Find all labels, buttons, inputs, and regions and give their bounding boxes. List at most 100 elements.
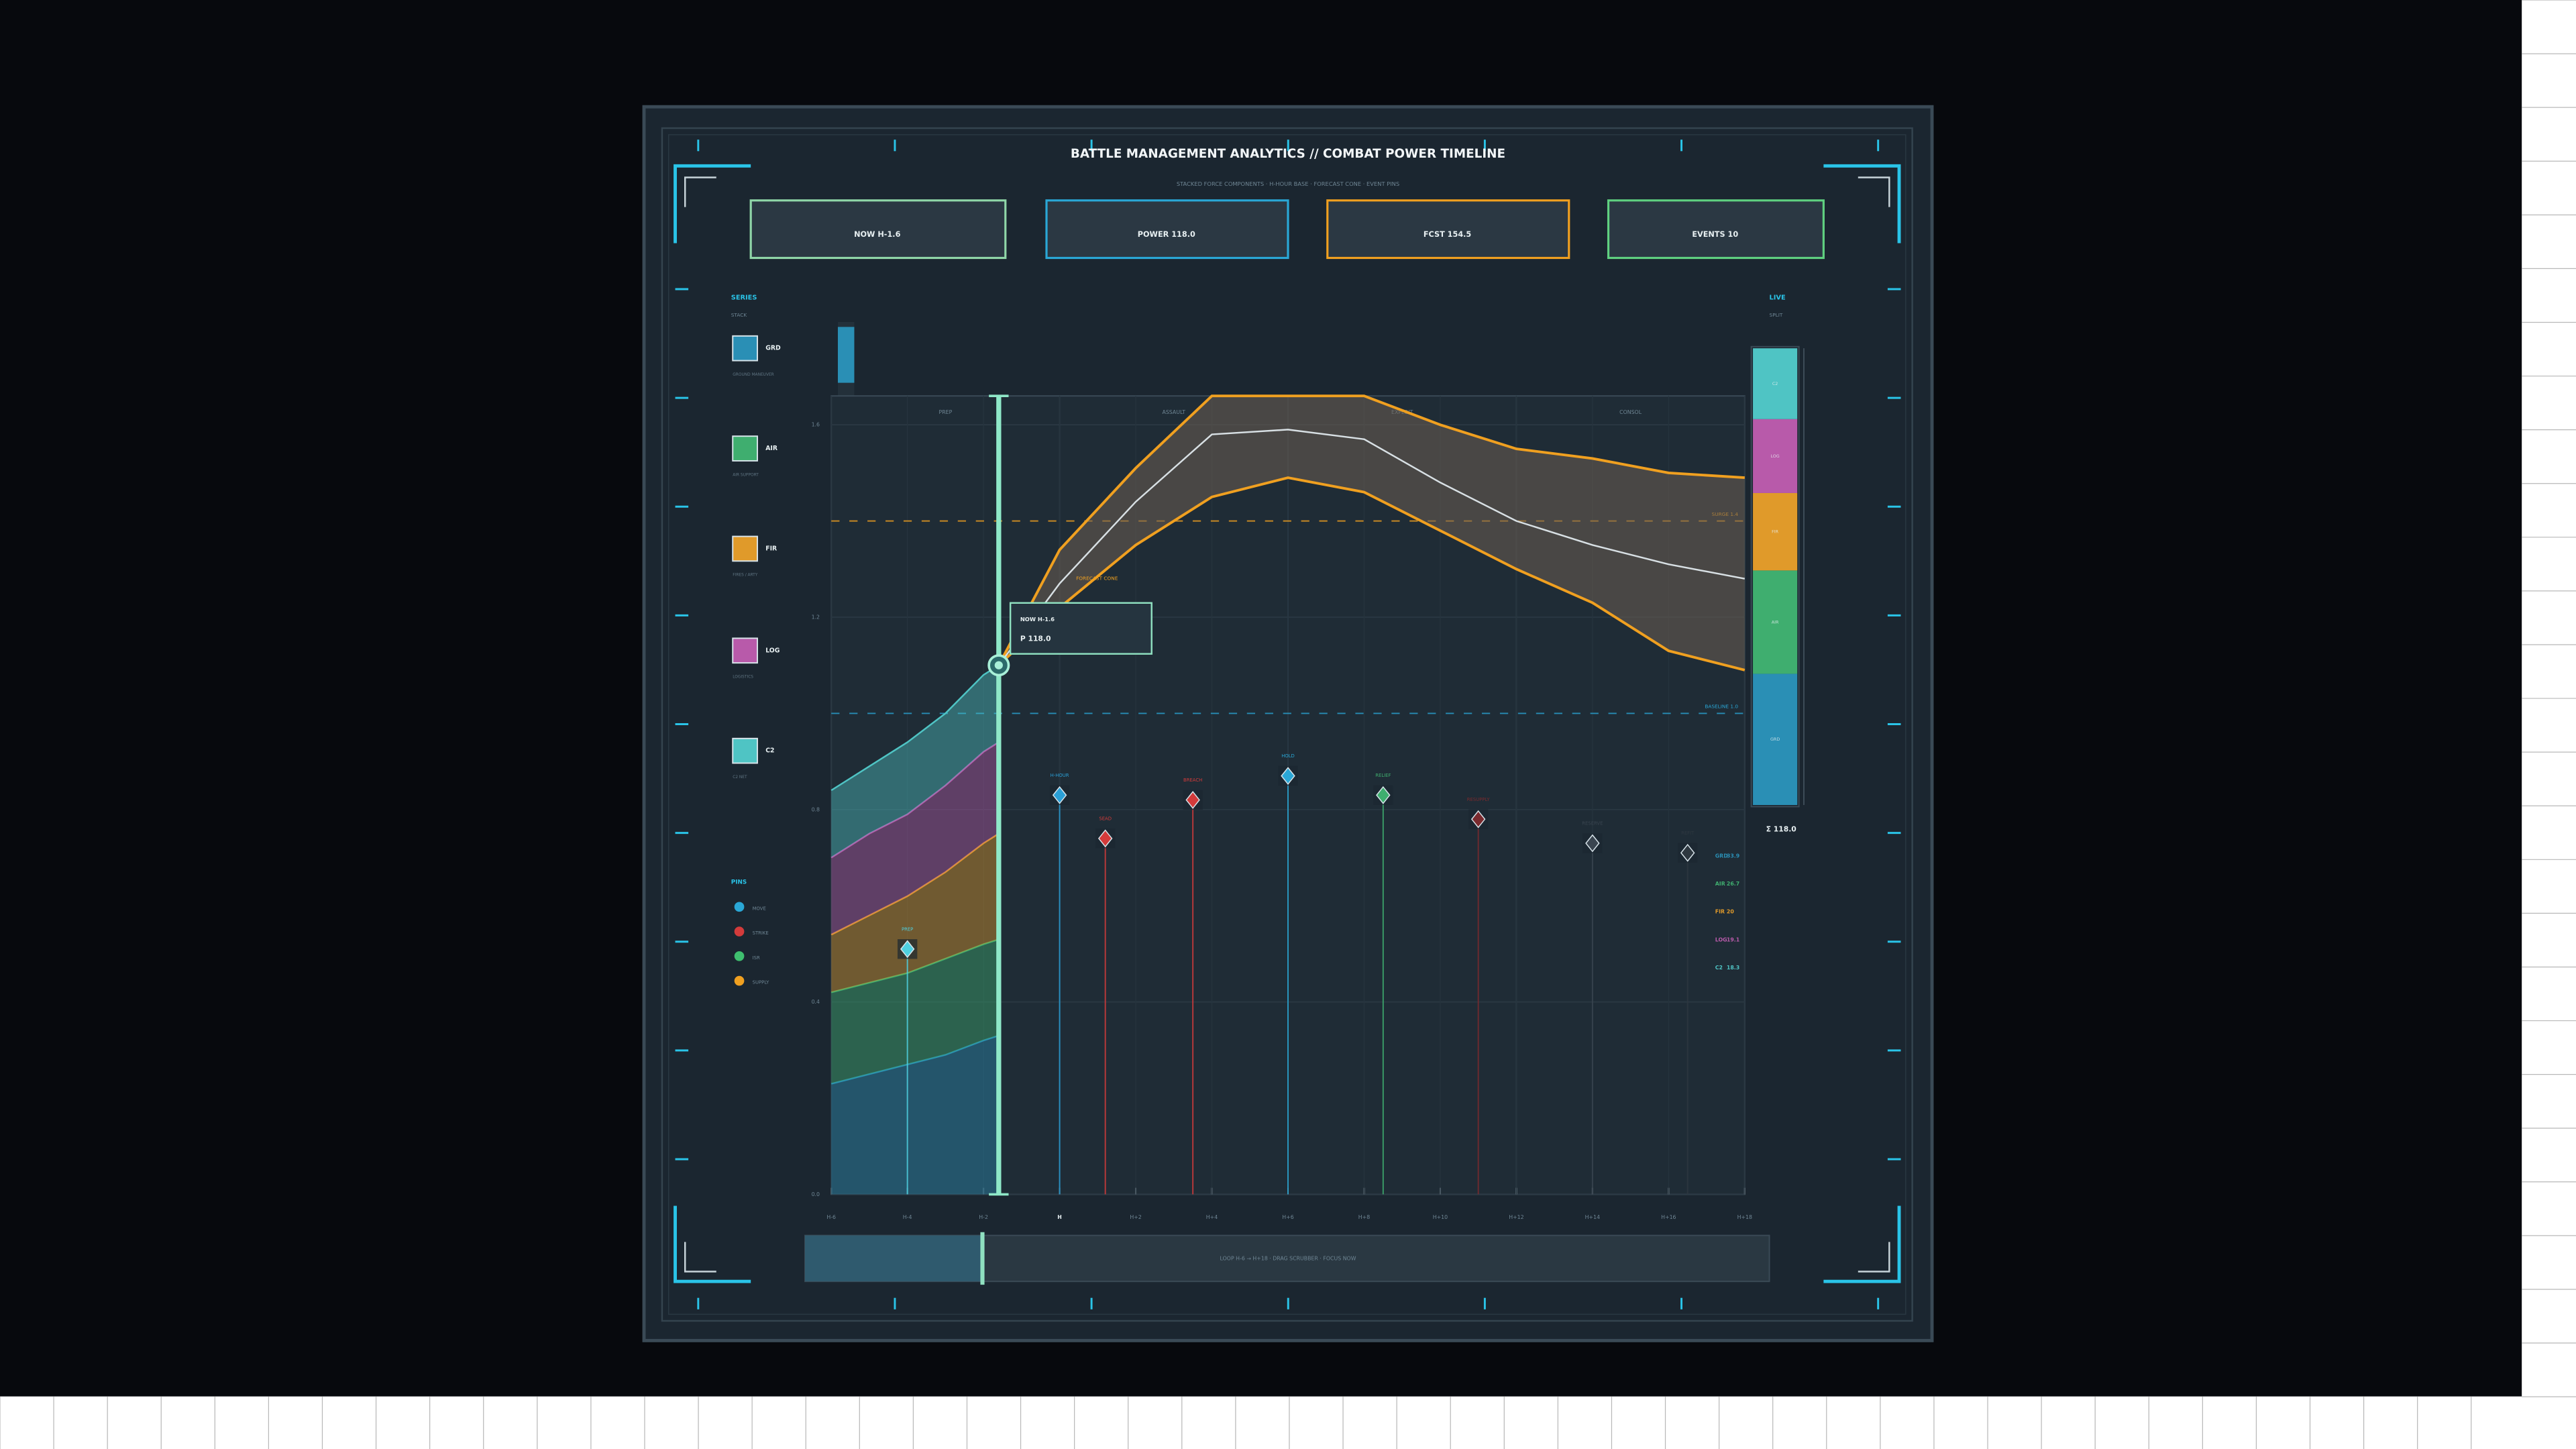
live-list-name: AIR [1715,881,1725,887]
event-pin [1052,786,1067,804]
stack-area [831,1035,999,1195]
y-tick-label: 1.2 [812,614,820,621]
y-tick-label: 1.6 [812,422,820,428]
event-pin [1376,786,1391,804]
corner [1858,1242,1890,1273]
corner [684,1242,716,1273]
live-segment [1753,348,1798,419]
pin-legend-label: SUPPLY [753,979,770,985]
strip-block [837,327,855,383]
live-subtitle: SPLIT [1770,312,1783,318]
event-label: RESUPPLY [1467,797,1491,802]
x-tick-label: H+12 [1509,1214,1523,1220]
legend-swatch [732,435,758,462]
live-segment-label: AIR [1772,620,1779,625]
legend-label: LOG [765,647,780,654]
legend-desc: AIR SUPPORT [733,473,759,477]
tooltip-box [1009,602,1152,655]
event-pin [1680,843,1695,862]
live-title: LIVE [1770,294,1786,301]
now-marker-core [994,661,1003,669]
event-label: BREACH [1183,777,1202,783]
live-segment-label: LOG [1770,454,1779,459]
event-label: RELIEF [1375,773,1391,778]
event-label: REFIT [1681,830,1695,836]
stack-area [831,833,999,993]
event-pin [1097,829,1113,848]
x-tick-label: H-2 [979,1214,988,1220]
scrubber[interactable]: LOOP H-6 → H+18 · DRAG SCRUBBER · FOCUS … [804,1232,1770,1285]
stack-edge [830,938,1000,994]
legend-swatch [732,737,758,764]
outer-band-bottom [0,1396,2576,1449]
phase-label: PREP [938,409,952,415]
kpi-row: NOW H-1.6 POWER 118.0 FCST 154.5 EVENTS … [749,199,1825,260]
corner-brackets [674,164,1901,1283]
stack-area [831,742,999,935]
x-tick-label: H+2 [1130,1214,1141,1220]
scrubber-fill [805,1235,983,1282]
pin-legend-dot [734,926,745,936]
legend-swatch [732,637,758,664]
forecast-label: FORECAST CONE [1076,575,1118,581]
threshold-label: BASELINE 1.0 [1705,704,1738,710]
kpi-box [1326,199,1570,260]
corner [674,164,751,244]
pin-legend-dot [734,902,745,912]
kpi-box [749,199,1007,260]
outer-band-right [2522,0,2576,1449]
pin-legend-label: MOVE [753,906,766,911]
kpi-text: FCST 154.5 [1424,230,1472,239]
event-label: RESERVE [1582,821,1603,826]
live-total: Σ 118.0 [1766,825,1796,834]
x-tick-label: H-4 [903,1214,912,1220]
legend-label: AIR [765,445,777,452]
pins-title: PINS [731,879,747,886]
live-list-name: C2 [1715,965,1723,971]
corner [1823,164,1901,244]
live-list-value: 26.7 [1727,881,1739,887]
live-list-value: 20 [1727,909,1734,915]
forecast-center [998,429,1746,666]
tooltip-text: P 118.0 [1020,635,1051,643]
kpi-text: EVENTS 10 [1692,230,1738,239]
tooltip: NOW H-1.6 P 118.0 [1009,602,1152,655]
x-tick-label: H+4 [1206,1214,1218,1220]
live-list-name: FIR [1715,909,1725,915]
corner [684,176,716,207]
event-pin [1470,810,1486,828]
live-list-value: 18.3 [1727,965,1739,971]
live-segment [1753,492,1798,571]
pin-legend-dot [734,951,745,961]
pin-legend-label: ISR [753,955,760,961]
scrubber-label: LOOP H-6 → H+18 · DRAG SCRUBBER · FOCUS … [1220,1255,1356,1261]
legend-label: C2 [765,747,774,755]
kpi-box [1045,199,1289,260]
plot: PREPASSAULTEXPLOITCONSOL0.00.40.81.21.6H… [812,394,1752,1220]
stack-edge [830,741,1000,859]
stack-edge [830,833,1000,936]
live-segment-label: C2 [1772,382,1778,386]
corner [674,1205,751,1283]
y-tick-label: 0.0 [812,1191,820,1197]
live-segment [1753,674,1798,805]
live-segment-label: GRD [1770,737,1780,742]
live-list-value: 33.9 [1727,853,1739,859]
x-tick-label: H+18 [1737,1214,1752,1220]
x-tick-label: H+6 [1282,1214,1293,1220]
corner-inner [684,176,1890,1273]
legend-desc: GROUND MANEUVER [733,373,774,377]
legend-title: SERIES [731,294,757,301]
phase-label: CONSOL [1619,409,1642,415]
legend-desc: FIRES / ARTY [733,574,758,578]
legend-desc: LOGISTICS [733,675,753,679]
forecast-cone [998,396,1745,670]
live-list-name: GRD [1715,853,1728,859]
live-bar-frame [1750,345,1800,808]
y-tick-label: 0.4 [812,999,820,1005]
forecast-bound [998,394,1745,666]
tooltip-text: NOW H-1.6 [1020,616,1055,623]
